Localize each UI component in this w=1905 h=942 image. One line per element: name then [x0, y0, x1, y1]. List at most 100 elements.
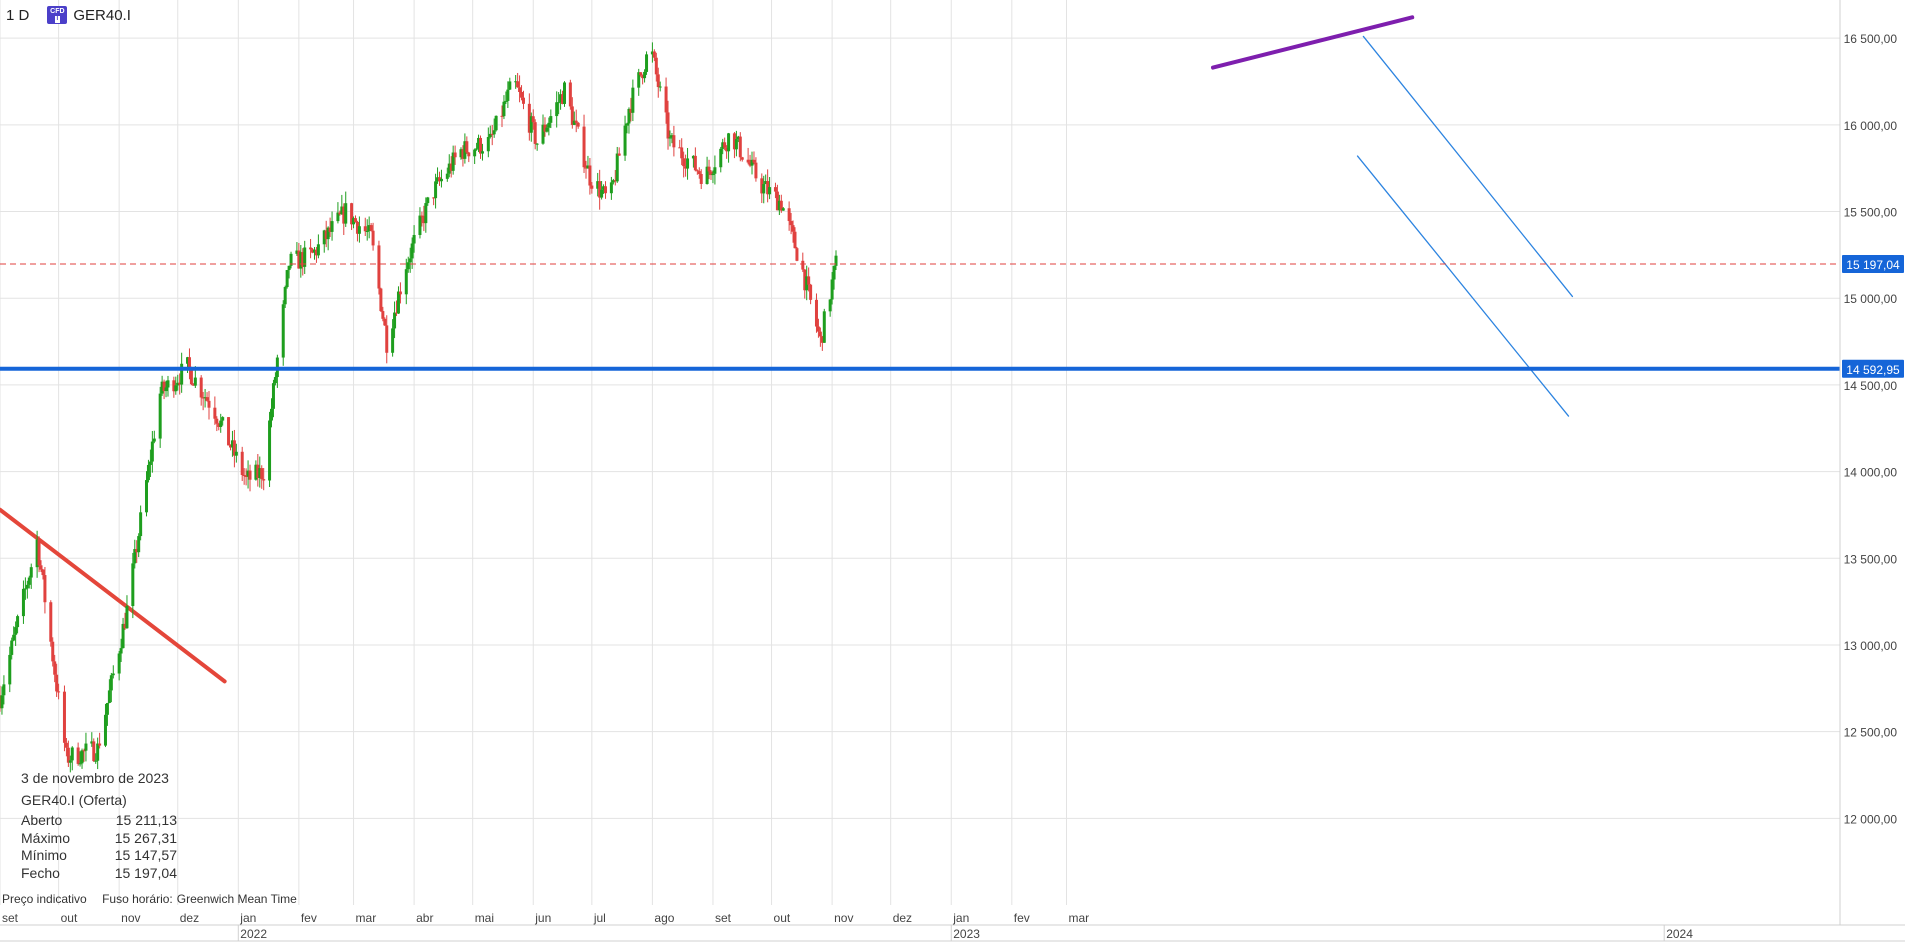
candle-body — [186, 357, 190, 364]
candle-body — [355, 221, 359, 234]
candle-body — [773, 187, 777, 192]
candle-body — [424, 203, 428, 224]
candle-body — [76, 747, 80, 764]
candle-body — [508, 81, 512, 90]
candle-body — [707, 166, 711, 172]
candle-body — [16, 616, 20, 628]
candle-body — [809, 284, 813, 300]
chart-header: 1 D CFD I GER40.I — [6, 6, 131, 24]
x-tick-label: mai — [475, 911, 494, 925]
candle-body — [760, 178, 764, 194]
candle-body — [422, 216, 426, 224]
candle-body — [193, 377, 197, 386]
candle-body — [781, 208, 785, 211]
candle-body — [461, 149, 465, 159]
year-label: 2023 — [953, 927, 980, 941]
candle-body — [535, 143, 539, 145]
candle-body — [412, 234, 416, 244]
x-tick-label: ago — [654, 911, 674, 925]
candle-body — [125, 606, 129, 629]
badge-top-text: CFD — [50, 7, 65, 15]
x-tick-label: out — [774, 911, 791, 925]
candle-body — [139, 512, 143, 537]
candle-body — [639, 72, 643, 76]
candle-body — [172, 380, 176, 392]
candle-body — [574, 120, 578, 123]
candle-body — [84, 743, 88, 751]
candle-body — [516, 81, 520, 88]
candle-body — [678, 147, 682, 149]
candle-body — [494, 115, 498, 131]
candle-body — [529, 116, 533, 133]
candle-body — [232, 440, 236, 456]
candle-body — [322, 230, 326, 245]
candle-body — [215, 418, 219, 424]
candle-body — [590, 185, 594, 189]
candle-body — [705, 166, 709, 184]
candle-body — [451, 152, 455, 171]
candle-body — [201, 397, 205, 399]
candle-body — [324, 230, 328, 240]
candle-body — [506, 89, 510, 101]
candle-body — [158, 393, 162, 439]
candle-body — [406, 262, 410, 270]
info-date: 3 de novembro de 2023 — [21, 770, 169, 786]
candle-body — [680, 147, 684, 159]
x-tick-label: dez — [893, 911, 912, 925]
candle-body — [459, 149, 463, 158]
candle-body — [66, 747, 70, 763]
candle-body — [365, 230, 369, 232]
timezone-value[interactable]: Greenwich Mean Time — [176, 892, 297, 906]
candle-body — [617, 153, 621, 156]
candle-body — [762, 184, 766, 194]
candle-body — [465, 141, 469, 153]
candle-body — [650, 51, 654, 55]
price-levels[interactable]: 15 197,04 14 592,95 — [0, 255, 1904, 378]
timeframe-label[interactable]: 1 D — [6, 6, 30, 24]
candle-body — [174, 385, 178, 392]
candle-body — [600, 189, 604, 198]
badge-bottom-text: I — [54, 15, 61, 23]
candle-body — [488, 133, 492, 138]
trendlines[interactable] — [0, 15, 1574, 684]
level-tag-text: 14 592,95 — [1846, 363, 1900, 377]
candle-body — [35, 539, 39, 568]
candle-body — [152, 438, 156, 442]
candle-body — [396, 291, 400, 314]
candle-body — [391, 328, 395, 353]
candle-body — [596, 181, 600, 189]
candle-body — [164, 387, 168, 392]
candle-body — [555, 102, 559, 117]
candle-body — [625, 123, 629, 126]
y-axis: 12 000,00 12 500,00 13 000,00 13 500,00 14 0… — [1839, 0, 1897, 925]
candle-body — [350, 203, 354, 225]
candle-body — [584, 167, 588, 169]
candle-body — [709, 171, 713, 176]
candle-body — [283, 287, 287, 305]
candle-body — [686, 158, 690, 169]
candle-body — [658, 86, 662, 88]
candle-body — [207, 400, 211, 408]
candle-body — [447, 163, 451, 174]
candle-body — [309, 247, 313, 250]
candle-body — [711, 173, 715, 176]
candle-body — [695, 170, 699, 172]
candle-body — [103, 714, 107, 746]
candle-body — [123, 623, 127, 629]
candle-body — [191, 384, 195, 386]
candle-body — [736, 136, 740, 140]
candle-body — [426, 197, 430, 204]
candle-body — [668, 137, 672, 139]
symbol-label[interactable]: GER40.I — [73, 6, 131, 24]
candle-body — [752, 159, 756, 163]
candle-body — [652, 51, 656, 58]
candle-body — [96, 743, 100, 761]
candle-body — [721, 142, 725, 149]
candle-body — [268, 420, 272, 481]
info-row-open: Aberto 15 211,13 — [21, 812, 177, 830]
candle-body — [822, 311, 826, 343]
x-axis: set out nov dez jan fev mar abr mai jun jul ago set o… — [0, 911, 1905, 942]
candle-body — [43, 575, 47, 603]
candle-body — [340, 206, 344, 215]
